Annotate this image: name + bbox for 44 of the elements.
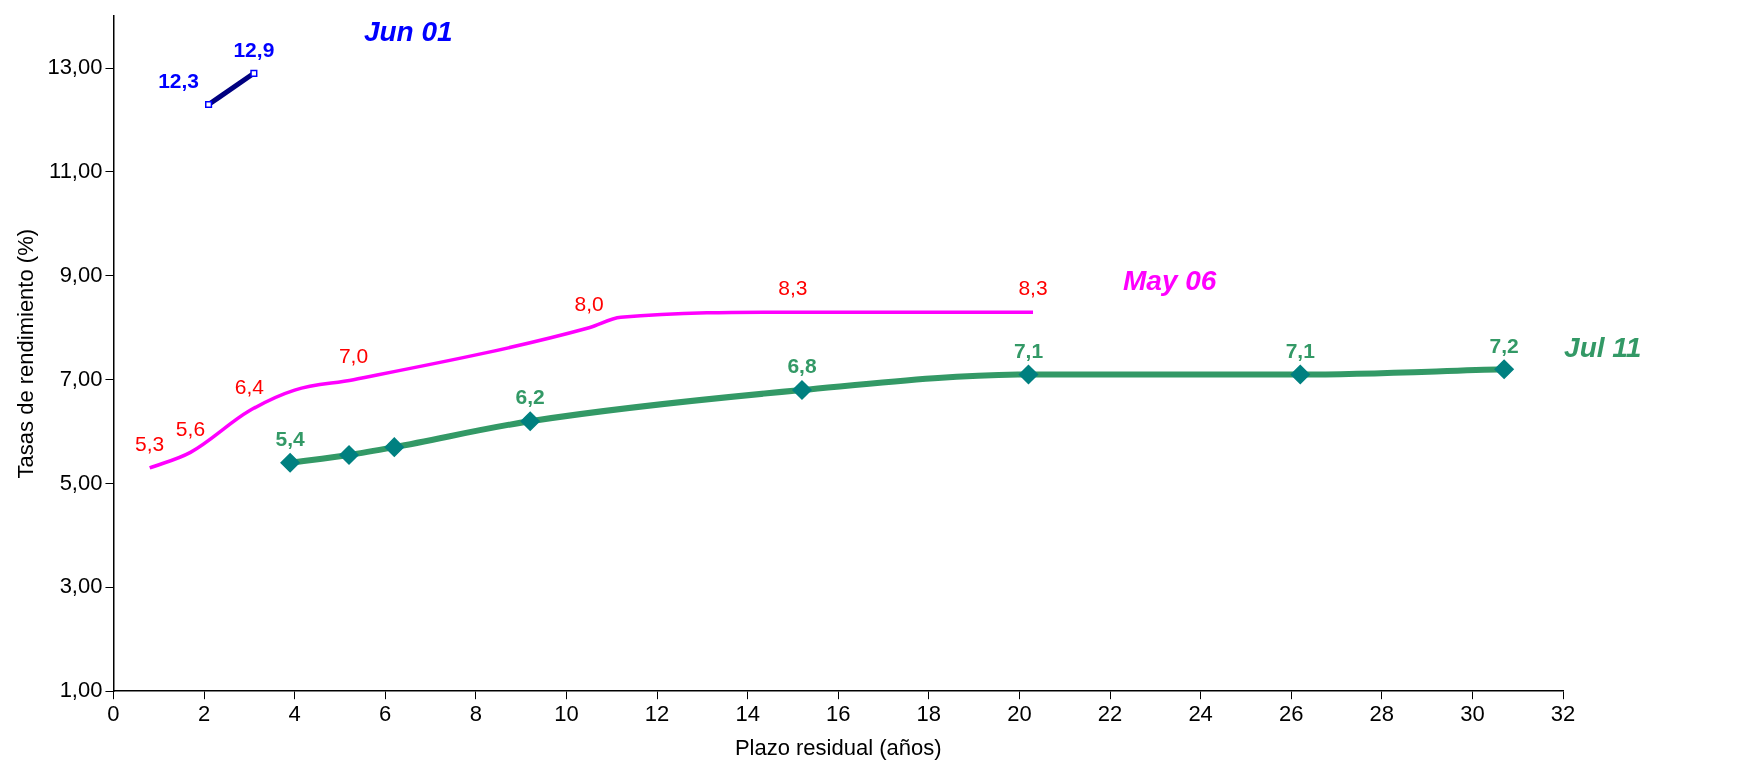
y-tick-label: 1,00 bbox=[59, 677, 103, 703]
y-tick-label: 7,00 bbox=[59, 365, 103, 391]
x-tick-label: 16 bbox=[825, 701, 851, 727]
data-label: 5,6 bbox=[175, 416, 206, 440]
x-tick-label: 22 bbox=[1097, 701, 1123, 727]
data-label: 12,9 bbox=[233, 37, 275, 61]
y-tick-label: 5,00 bbox=[59, 469, 103, 495]
x-tick-label: 4 bbox=[288, 701, 301, 727]
data-label: 5,4 bbox=[275, 427, 306, 451]
x-tick-label: 30 bbox=[1460, 701, 1485, 727]
x-tick-label: 32 bbox=[1550, 701, 1576, 727]
text: Jun 01 bbox=[363, 16, 453, 48]
y-tick-label: 13,00 bbox=[47, 54, 103, 80]
x-tick-label: 24 bbox=[1188, 701, 1213, 727]
data-label: 8,0 bbox=[574, 292, 604, 316]
data-label: 7,0 bbox=[338, 343, 369, 367]
data-label: 6,2 bbox=[515, 385, 545, 409]
data-label: 7,1 bbox=[1285, 338, 1316, 362]
data-label: 7,2 bbox=[1489, 333, 1519, 357]
series-label: Jul 11 bbox=[1564, 332, 1642, 363]
x-tick-label: 2 bbox=[197, 701, 211, 727]
x-tick-label: 26 bbox=[1278, 701, 1304, 727]
data-label: 7,1 bbox=[1013, 338, 1044, 362]
data-label: 8,3 bbox=[1018, 276, 1048, 300]
x-axis-title: Plazo residual (años) bbox=[734, 734, 942, 760]
x-tick-label: 18 bbox=[916, 701, 942, 727]
x-tick-label: 10 bbox=[554, 701, 579, 727]
x-tick-label: 12 bbox=[644, 701, 670, 727]
x-tick-label: 0 bbox=[107, 701, 120, 727]
x-tick-label: 8 bbox=[469, 701, 482, 727]
data-label: 6,8 bbox=[787, 354, 817, 378]
y-axis-title: Tasas de rendimiento (%) bbox=[13, 228, 39, 479]
data-label: 8,3 bbox=[778, 276, 808, 300]
data-label: 6,4 bbox=[234, 375, 265, 399]
data-label: 12,3 bbox=[158, 68, 200, 92]
y-tick-label: 3,00 bbox=[59, 573, 103, 599]
y-tick-label: 9,00 bbox=[59, 261, 103, 287]
x-tick-label: 28 bbox=[1369, 701, 1395, 727]
x-tick-label: 14 bbox=[735, 701, 760, 727]
x-tick-label: 6 bbox=[379, 701, 392, 727]
text: May 06 bbox=[1123, 264, 1217, 296]
y-tick-label: 11,00 bbox=[49, 158, 103, 184]
data-label: 5,3 bbox=[135, 432, 165, 456]
x-tick-label: 20 bbox=[1007, 701, 1032, 727]
